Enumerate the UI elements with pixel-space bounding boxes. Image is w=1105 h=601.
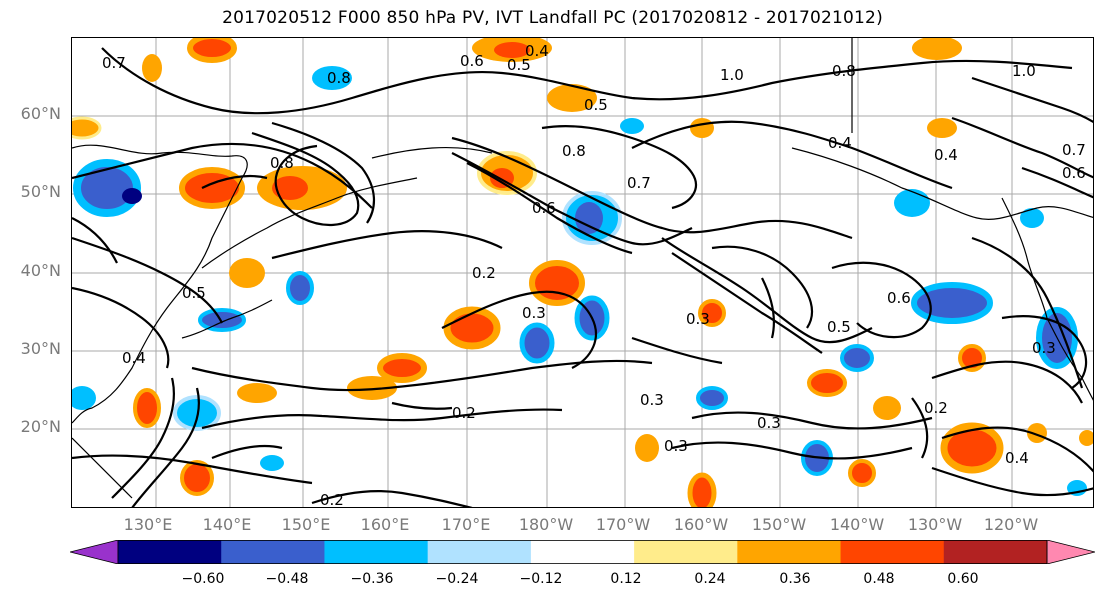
contour-label: 0.4 xyxy=(525,42,549,60)
contour-label-group: 0.8 0.4 0.6 0.5 1.0 0.8 0.5 0.4 0.7 0.8 … xyxy=(102,42,1086,508)
lat-label: 30°N xyxy=(20,339,61,358)
contour-label: 0.4 xyxy=(122,349,146,367)
colorbar-tick-label: −0.60 xyxy=(181,571,225,587)
colorbar xyxy=(70,540,1095,564)
colorbar-tick-label: 0.60 xyxy=(947,571,979,587)
contour-label: 0.6 xyxy=(460,52,484,70)
lon-label: 130°E xyxy=(123,515,173,534)
contour-label: 0.2 xyxy=(452,404,476,422)
lon-label: 180°W xyxy=(518,515,574,534)
lon-label: 130°W xyxy=(907,515,963,534)
contour-label: 0.5 xyxy=(584,96,608,114)
contour-label: 0.8 xyxy=(562,142,586,160)
colorbar-tick-label: 0.12 xyxy=(610,571,642,587)
colorbar-tick-label: −0.12 xyxy=(519,571,563,587)
contour-label: 0.5 xyxy=(827,318,851,336)
lon-label: 140°E xyxy=(202,515,252,534)
contour-label: 0.2 xyxy=(472,264,496,282)
contour-label: 0.3 xyxy=(757,414,781,432)
ivt-contours xyxy=(72,47,1093,507)
pv-shading xyxy=(72,38,1093,507)
colorbar-extend-high xyxy=(1046,540,1095,564)
contour-label: 0.8 xyxy=(270,154,294,172)
lon-label: 170°E xyxy=(441,515,491,534)
colorbar-segment xyxy=(737,540,842,564)
lat-label: 40°N xyxy=(20,261,61,280)
lon-label: 160°E xyxy=(360,515,410,534)
contour-label: 0.2 xyxy=(320,491,344,508)
colorbar-segment xyxy=(634,540,738,564)
contour-label: 0.3 xyxy=(1032,339,1056,357)
contour-label: 0.3 xyxy=(664,437,688,455)
colorbar-tick-label: 0.48 xyxy=(863,571,895,587)
colorbar-segment xyxy=(221,540,325,564)
contour-label: 0.7 xyxy=(102,54,126,72)
contour-label: 0.5 xyxy=(507,56,531,74)
contour-label: 0.3 xyxy=(640,391,664,409)
contour-label: 0.4 xyxy=(934,146,958,164)
plot-title: 2017020512 F000 850 hPa PV, IVT Landfall… xyxy=(222,8,883,28)
contour-label: 0.6 xyxy=(887,289,911,307)
lat-label: 60°N xyxy=(20,104,61,123)
contour-label: 0.6 xyxy=(1062,164,1086,182)
lon-label: 140°W xyxy=(829,515,885,534)
colorbar-outline xyxy=(117,540,1048,564)
colorbar-tick-label: 0.36 xyxy=(779,571,811,587)
contour-label: 0.6 xyxy=(532,199,556,217)
lon-label: 170°W xyxy=(595,515,651,534)
contour-label: 0.8 xyxy=(327,69,351,87)
contour-label: 0.3 xyxy=(686,310,710,328)
contour-label: 0.7 xyxy=(1062,141,1086,159)
lon-label: 150°E xyxy=(281,515,331,534)
contour-label: 0.4 xyxy=(1005,449,1029,467)
colorbar-segment xyxy=(118,540,222,564)
colorbar-segment xyxy=(324,540,429,564)
colorbar-segment xyxy=(530,540,635,564)
lat-label: 50°N xyxy=(20,182,61,201)
colorbar-segment xyxy=(943,540,1048,564)
colorbar-tick-label: −0.36 xyxy=(350,571,394,587)
lon-label: 150°W xyxy=(751,515,807,534)
contour-label: 0.7 xyxy=(627,174,651,192)
colorbar-segment xyxy=(427,540,532,564)
map-panel: 0.8 0.4 0.6 0.5 1.0 0.8 0.5 0.4 0.7 0.8 … xyxy=(71,37,1094,508)
colorbar-tick-label: −0.48 xyxy=(265,571,309,587)
contour-label: 0.8 xyxy=(832,62,856,80)
contour-label: 1.0 xyxy=(720,66,744,84)
lat-label: 20°N xyxy=(20,417,61,436)
contour-label: 0.5 xyxy=(182,284,206,302)
colorbar-tick-label: 0.24 xyxy=(694,571,726,587)
colorbar-segment xyxy=(840,540,945,564)
lon-label: 160°W xyxy=(673,515,729,534)
contour-label: 0.2 xyxy=(924,399,948,417)
colorbar-extend-low xyxy=(70,540,119,564)
contour-label: 0.3 xyxy=(522,304,546,322)
contour-label: 0.4 xyxy=(828,134,852,152)
colorbar-tick-label: −0.24 xyxy=(435,571,479,587)
contour-label: 1.0 xyxy=(1012,62,1036,80)
lon-label: 120°W xyxy=(983,515,1039,534)
map-canvas: 0.8 0.4 0.6 0.5 1.0 0.8 0.5 0.4 0.7 0.8 … xyxy=(72,38,1093,508)
colorbar-segments xyxy=(70,540,1095,564)
